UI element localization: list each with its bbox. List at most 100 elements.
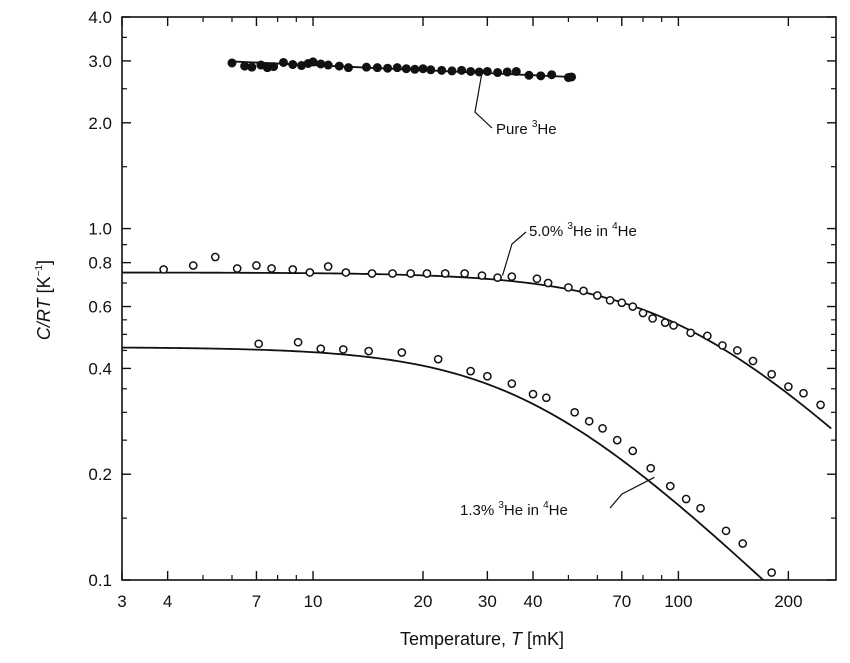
data-point-onethree [628, 446, 638, 456]
plot-frame [121, 16, 837, 581]
data-point-onethree [570, 407, 579, 417]
data-point-onethree [364, 346, 374, 356]
data-point-pure [447, 66, 457, 76]
data-point-five [267, 264, 276, 273]
y-tick-label: 2.0 [88, 114, 112, 133]
fit-curves [122, 60, 832, 580]
data-point-onethree [483, 371, 492, 381]
data-point-pure [493, 68, 503, 78]
data-point-five [638, 308, 648, 318]
data-point-five [702, 331, 712, 341]
x-tick-label: 70 [612, 592, 631, 611]
data-point-five [188, 261, 198, 270]
data-point-pure [372, 63, 382, 73]
data-point-onethree [397, 348, 407, 357]
x-tick-label: 3 [117, 592, 126, 611]
data-point-five [628, 302, 638, 311]
y-tick-label: 4.0 [88, 8, 112, 27]
data-point-onethree [646, 463, 656, 473]
data-point-five [288, 265, 298, 274]
data-point-pure [502, 67, 512, 77]
data-point-pure [410, 64, 420, 74]
data-point-five [507, 272, 517, 281]
y-tick-label: 1.0 [88, 220, 112, 239]
data-point-five [767, 369, 777, 379]
y-tick-label: 0.4 [88, 359, 112, 378]
data-point-five [686, 328, 695, 338]
data-point-pure [288, 60, 298, 70]
data-point-five [799, 388, 808, 398]
data-point-five [617, 298, 627, 308]
data-point-onethree [721, 526, 731, 536]
data-point-onethree [612, 435, 622, 445]
y-axis-title: C/RT [K−1] [34, 260, 54, 340]
y-tick-label: 0.1 [88, 571, 112, 590]
x-tick-label: 4 [163, 592, 172, 611]
x-tick-label: 40 [524, 592, 543, 611]
data-point-five [592, 291, 602, 300]
data-point-five [660, 318, 670, 327]
y-tick-label: 0.2 [88, 465, 112, 484]
data-point-five [367, 269, 377, 278]
data-point-five [718, 341, 727, 350]
data-point-pure [308, 57, 318, 67]
data-point-pure [392, 63, 402, 73]
y-tick-label: 3.0 [88, 52, 112, 71]
data-point-five [579, 286, 588, 296]
data-point-onethree [696, 503, 705, 513]
data-point-onethree [584, 416, 594, 426]
label-pure-he3: Pure 3He [496, 119, 557, 138]
data-point-onethree [528, 389, 538, 399]
data-point-five [605, 295, 615, 305]
data-point-five [440, 269, 450, 278]
data-point-pure [567, 72, 577, 82]
data-point-five [816, 400, 825, 410]
data-point-onethree [598, 424, 607, 433]
data-point-five [422, 269, 432, 278]
data-point-five [341, 268, 351, 277]
data-point-five [210, 252, 220, 262]
fit-curve-5pct [122, 271, 832, 430]
data-point-onethree [541, 393, 551, 403]
data-point-pure [437, 65, 447, 75]
data-point-onethree [681, 494, 691, 504]
data-point-pure [536, 71, 546, 81]
data-point-pure [269, 62, 279, 72]
leader-pure-he3 [474, 72, 493, 129]
data-point-onethree [433, 354, 443, 364]
data-point-onethree [338, 345, 348, 354]
x-tick-label: 100 [664, 592, 692, 611]
data-point-onethree [293, 337, 303, 347]
data-point-five [784, 382, 793, 391]
data-point-pure [323, 60, 333, 70]
data-point-pure [511, 66, 521, 76]
data-point-five [323, 262, 333, 271]
leader-1p3pct [609, 476, 655, 509]
data-point-pure [418, 64, 428, 74]
data-point-five [733, 346, 742, 355]
y-tick-label: 0.8 [88, 254, 112, 273]
data-point-five [477, 271, 487, 280]
data-point-pure [361, 62, 371, 72]
data-point-onethree [466, 366, 475, 376]
data-point-pure [466, 66, 476, 76]
data-point-five [305, 268, 315, 277]
data-point-pure [401, 64, 411, 74]
data-point-five [748, 356, 758, 366]
data-point-onethree [767, 568, 777, 577]
label-1p3pct-he3-in-he4: 1.3% 3He in 4He [460, 500, 568, 519]
data-points [159, 57, 825, 577]
data-point-pure [383, 63, 393, 73]
data-point-pure [247, 62, 257, 72]
data-point-pure [426, 65, 436, 75]
label-5pct-he3-in-he4: 5.0% 3He in 4He [529, 221, 637, 240]
data-point-five [388, 269, 397, 278]
x-tick-label: 7 [252, 592, 261, 611]
data-point-onethree [254, 339, 264, 349]
y-tick-label: 0.6 [88, 298, 112, 317]
axis-ticks: 3 4 7 10 20 30 40 70 100 200 0.1 0.2 0.4 0.6 0.8 1.0 2.0… [88, 8, 836, 611]
data-point-onethree [665, 481, 675, 491]
data-point-pure [524, 70, 534, 80]
data-point-five [159, 265, 168, 274]
